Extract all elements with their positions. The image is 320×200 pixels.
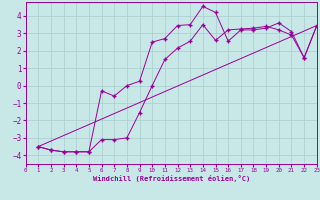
X-axis label: Windchill (Refroidissement éolien,°C): Windchill (Refroidissement éolien,°C) — [92, 175, 250, 182]
